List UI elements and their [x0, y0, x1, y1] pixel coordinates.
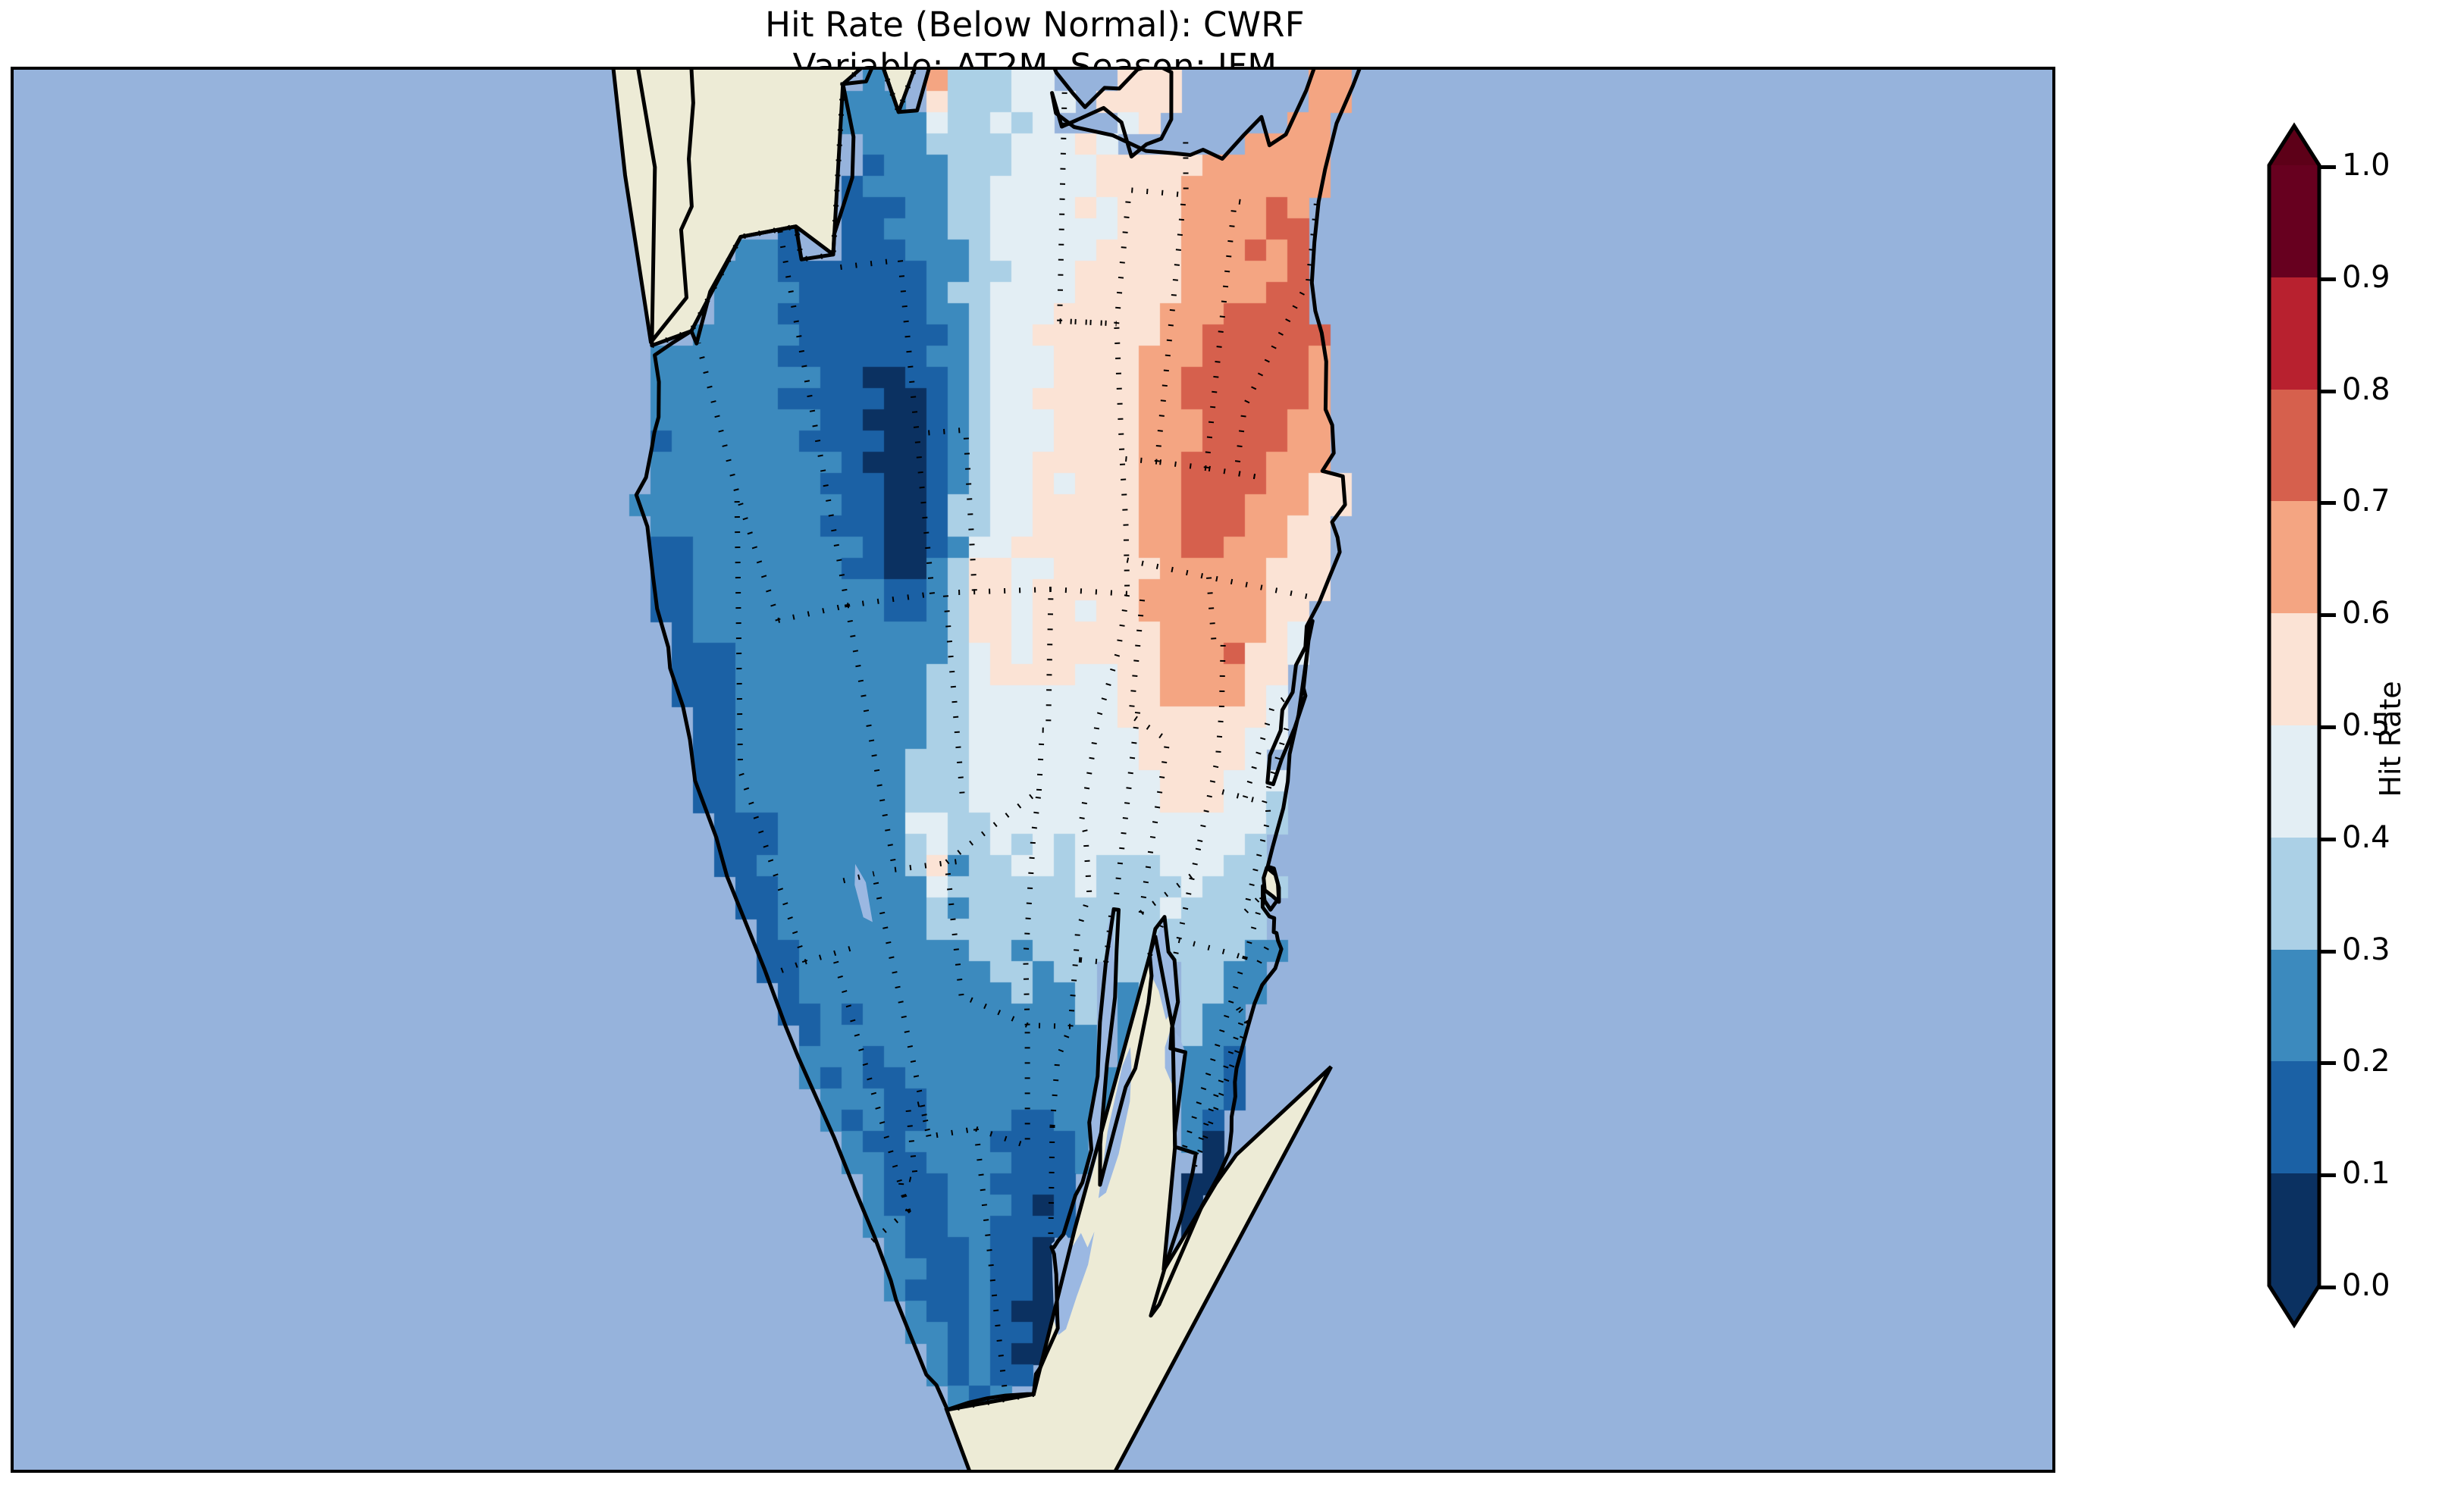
colorbar-bands	[2269, 165, 2319, 1286]
colorbar-tick-label-1: 0.9	[2342, 259, 2390, 295]
map-geography-overlay	[611, 70, 1362, 1470]
colorbar-band-6	[2269, 837, 2319, 951]
title-line-1: Hit Rate (Below Normal): CWRF	[765, 5, 1305, 45]
colorbar-tick-label-3: 0.7	[2342, 484, 2390, 519]
figure-title: Hit Rate (Below Normal): CWRF Variable: …	[0, 5, 2070, 88]
colorbar-band-1	[2269, 277, 2319, 390]
colorbar-tick-label-10: 0.0	[2342, 1268, 2390, 1303]
colorbar-tick-10	[2319, 1286, 2336, 1289]
colorbar: 1.0 0.9 0.8 0.7 0.6 0.5 0.4 0.3 0.2 0.1 0.0 Hit Ra…	[2263, 114, 2407, 1364]
colorbar-tick-label-9: 0.1	[2342, 1156, 2390, 1192]
colorbar-tick-label-8: 0.2	[2342, 1044, 2390, 1079]
colorbar-tick-5	[2319, 725, 2336, 729]
colorbar-tick-6	[2319, 837, 2336, 841]
colorbar-tick-4	[2319, 613, 2336, 618]
colorbar-band-4	[2269, 613, 2319, 726]
colorbar-band-2	[2269, 389, 2319, 503]
colorbar-tick-1	[2319, 277, 2336, 281]
colorbar-band-7	[2269, 949, 2319, 1063]
colorbar-tick-3	[2319, 501, 2336, 506]
colorbar-tick-2	[2319, 389, 2336, 393]
map-axes	[11, 67, 2055, 1473]
colorbar-tick-label-5: 0.5	[2342, 708, 2390, 743]
colorbar-band-9	[2269, 1173, 2319, 1286]
colorbar-tick-label-6: 0.4	[2342, 819, 2390, 855]
colorbar-tick-label-0: 1.0	[2342, 148, 2390, 183]
colorbar-tick-label-7: 0.3	[2342, 932, 2390, 967]
geography-outlines	[611, 70, 1362, 1470]
hit-rate-raster	[14, 70, 2052, 1470]
colorbar-band-0	[2269, 165, 2319, 278]
colorbar-tick-7	[2319, 949, 2336, 954]
colorbar-label: Hit Rate	[2374, 681, 2407, 797]
colorbar-band-3	[2269, 501, 2319, 615]
colorbar-tick-9	[2319, 1173, 2336, 1178]
colorbar-band-8	[2269, 1061, 2319, 1175]
colorbar-outline	[2267, 122, 2321, 1329]
colorbar-band-5	[2269, 725, 2319, 838]
colorbar-tick-label-4: 0.6	[2342, 596, 2390, 631]
colorbar-tick-0	[2319, 165, 2336, 169]
map-plot-area	[14, 70, 2052, 1470]
colorbar-tick-label-2: 0.8	[2342, 371, 2390, 407]
colorbar-tick-8	[2319, 1061, 2336, 1066]
geography-fills	[613, 70, 1331, 1470]
